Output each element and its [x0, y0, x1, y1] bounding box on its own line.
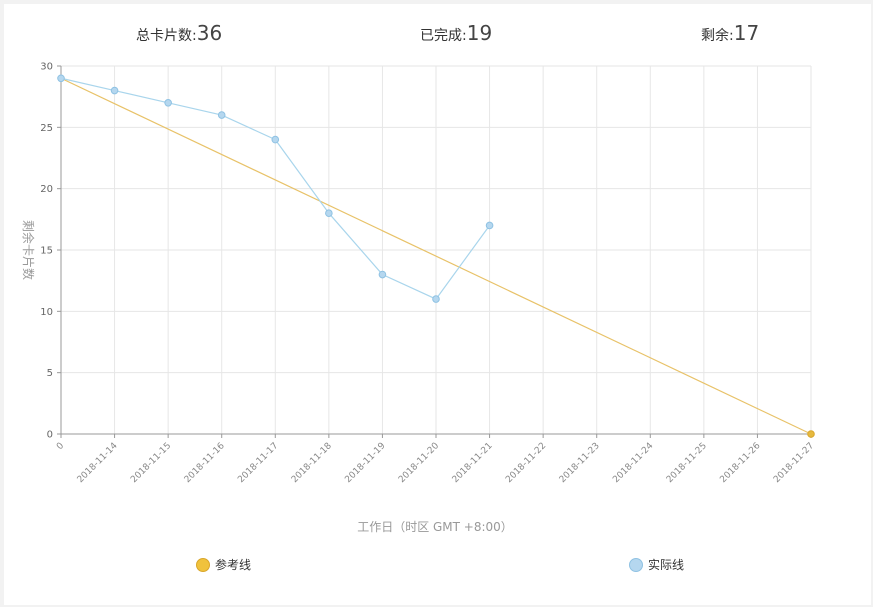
actual-point [378, 270, 387, 279]
actual-point [217, 111, 226, 119]
x-tick-label: 2018-11-14 [76, 441, 120, 485]
burndown-card: 总卡片数:36 已完成:19 剩余:17 0 5 10 15 20 25 30 0 2018-1… [4, 4, 871, 605]
y-axis-title: 剩余卡片数 [21, 220, 36, 280]
y-tick-label: 0 [47, 430, 53, 441]
x-tick-label: 2018-11-23 [558, 441, 602, 485]
legend-marker-actual [629, 558, 643, 572]
x-tick-label: 2018-11-27 [772, 441, 816, 485]
actual-point [485, 221, 494, 230]
y-tick-label: 25 [40, 123, 53, 134]
x-tick-label: 2018-11-15 [129, 441, 173, 485]
remaining-cards-stat: 剩余:17 [701, 18, 759, 48]
summary-bar: 总卡片数:36 已完成:19 剩余:17 [4, 18, 871, 48]
y-tick-label: 30 [40, 62, 53, 73]
x-tick-label: 2018-11-17 [236, 441, 280, 485]
legend-label-actual: 实际线 [648, 557, 684, 572]
actual-point [325, 209, 333, 217]
x-axis-title: 工作日（时区 GMT +8:00） [357, 520, 513, 534]
x-tick-label: 2018-11-22 [504, 441, 548, 485]
x-tick-label: 2018-11-16 [183, 441, 227, 485]
y-tick-label: 10 [40, 307, 53, 318]
x-tick-label: 0 [55, 441, 66, 452]
x-tick-label: 2018-11-21 [451, 441, 495, 485]
y-tick-label: 15 [40, 246, 53, 257]
total-cards-stat: 总卡片数:36 [136, 18, 222, 48]
total-cards-label: 总卡片数: [136, 28, 197, 44]
legend-marker-reference [196, 558, 210, 572]
done-cards-stat: 已完成:19 [420, 18, 492, 48]
remaining-cards-value: 17 [733, 21, 760, 45]
y-tick-label: 5 [47, 368, 53, 379]
actual-point [110, 86, 119, 95]
done-cards-label: 已完成: [420, 28, 467, 44]
y-tick-label: 20 [40, 184, 53, 195]
actual-point [432, 295, 440, 303]
x-tick-label: 2018-11-18 [290, 441, 334, 485]
total-cards-value: 36 [196, 21, 223, 45]
x-tick-label: 2018-11-24 [611, 441, 655, 485]
remaining-cards-label: 剩余: [701, 28, 734, 44]
done-cards-value: 19 [466, 21, 493, 45]
actual-point [164, 99, 172, 107]
legend-label-reference: 参考线 [215, 557, 251, 572]
x-tick-label: 2018-11-19 [343, 441, 387, 485]
reference-line [60, 77, 812, 435]
actual-point [57, 74, 65, 83]
reference-point [807, 430, 815, 438]
x-tick-label: 2018-11-25 [665, 441, 709, 485]
x-tick-label: 2018-11-26 [718, 441, 762, 485]
actual-point [271, 135, 280, 144]
x-tick-label: 2018-11-20 [397, 441, 441, 485]
